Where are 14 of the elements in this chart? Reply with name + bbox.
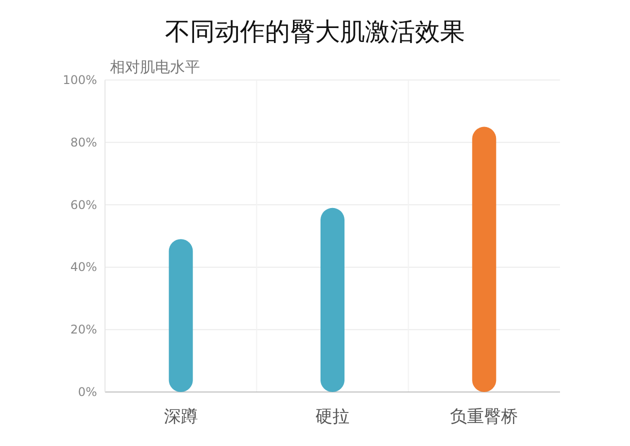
y-tick-label: 40% bbox=[70, 260, 97, 274]
y-tick-label: 100% bbox=[62, 73, 97, 87]
bar bbox=[168, 239, 193, 392]
y-tick-label: 0% bbox=[78, 385, 97, 399]
x-tick-label: 深蹲 bbox=[164, 407, 198, 427]
y-tick-label: 20% bbox=[70, 322, 97, 337]
bar bbox=[320, 208, 344, 392]
chart-title: 不同动作的臀大肌激活效果 bbox=[165, 17, 465, 46]
y-axis-title: 相对肌电水平 bbox=[110, 58, 200, 76]
x-tick-label: 硬拉 bbox=[316, 407, 350, 427]
x-tick-label: 负重臀桥 bbox=[450, 407, 518, 427]
bar bbox=[472, 126, 496, 392]
y-tick-label: 60% bbox=[70, 198, 97, 212]
y-tick-label: 80% bbox=[70, 135, 97, 150]
